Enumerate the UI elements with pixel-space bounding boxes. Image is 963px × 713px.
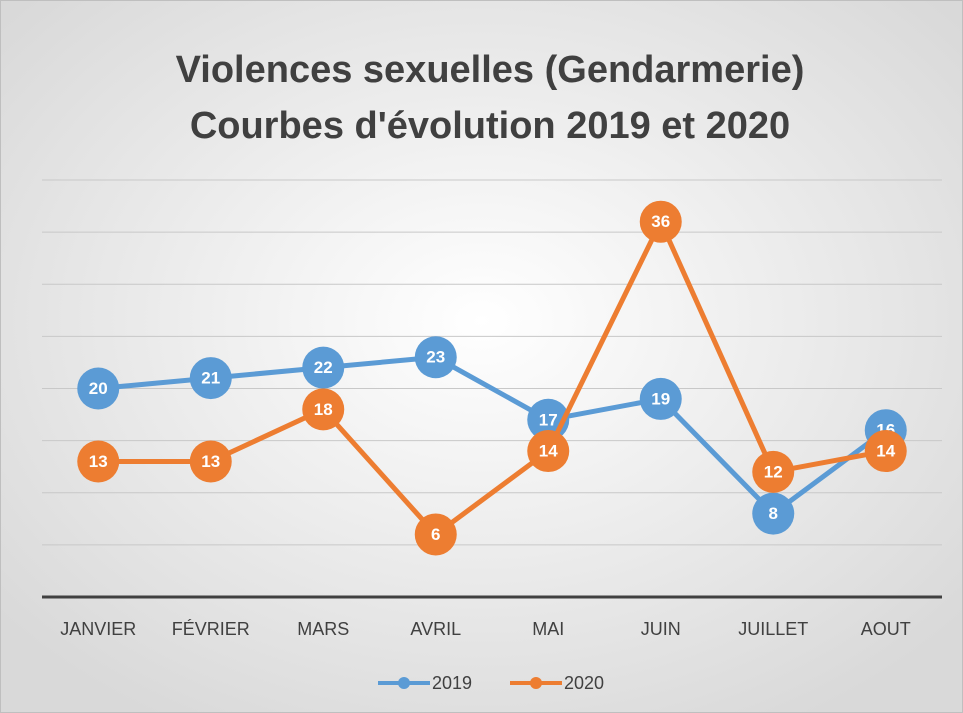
- data-label: 20: [89, 379, 108, 398]
- marker: [189, 440, 232, 483]
- marker: [302, 388, 345, 431]
- x-tick-label: AVRIL: [410, 619, 461, 639]
- marker: [77, 367, 120, 410]
- marker: [77, 440, 120, 483]
- data-label: 36: [651, 212, 670, 231]
- data-label: 8: [769, 504, 778, 523]
- x-tick-label: MARS: [297, 619, 349, 639]
- x-tick-label: JUIN: [641, 619, 681, 639]
- marker: [527, 430, 570, 473]
- legend-marker: [398, 677, 410, 689]
- x-tick-label: MAI: [532, 619, 564, 639]
- data-label: 23: [426, 348, 445, 367]
- data-label: 17: [539, 410, 558, 429]
- data-label: 14: [876, 442, 895, 461]
- data-label: 18: [314, 400, 333, 419]
- chart-title: Violences sexuelles (Gendarmerie): [176, 49, 805, 91]
- data-label: 12: [764, 462, 783, 481]
- x-tick-label: FÉVRIER: [172, 619, 250, 639]
- data-label: 13: [89, 452, 108, 471]
- data-label: 19: [651, 389, 670, 408]
- data-label: 13: [201, 452, 220, 471]
- marker: [752, 450, 795, 493]
- x-tick-label: JUILLET: [738, 619, 808, 639]
- marker: [864, 430, 907, 473]
- marker: [414, 513, 457, 556]
- marker: [639, 377, 682, 420]
- marker: [302, 346, 345, 389]
- marker: [639, 200, 682, 243]
- x-tick-label: JANVIER: [60, 619, 136, 639]
- legend-marker: [530, 677, 542, 689]
- legend-label: 2019: [432, 673, 472, 693]
- data-label: 21: [201, 369, 220, 388]
- data-label: 22: [314, 358, 333, 377]
- x-tick-label: AOUT: [861, 619, 911, 639]
- marker: [752, 492, 795, 535]
- data-label: 14: [539, 442, 558, 461]
- marker: [189, 357, 232, 400]
- chart-title: Courbes d'évolution 2019 et 2020: [190, 105, 790, 147]
- legend-label: 2020: [564, 673, 604, 693]
- marker: [414, 336, 457, 379]
- data-label: 6: [431, 525, 440, 544]
